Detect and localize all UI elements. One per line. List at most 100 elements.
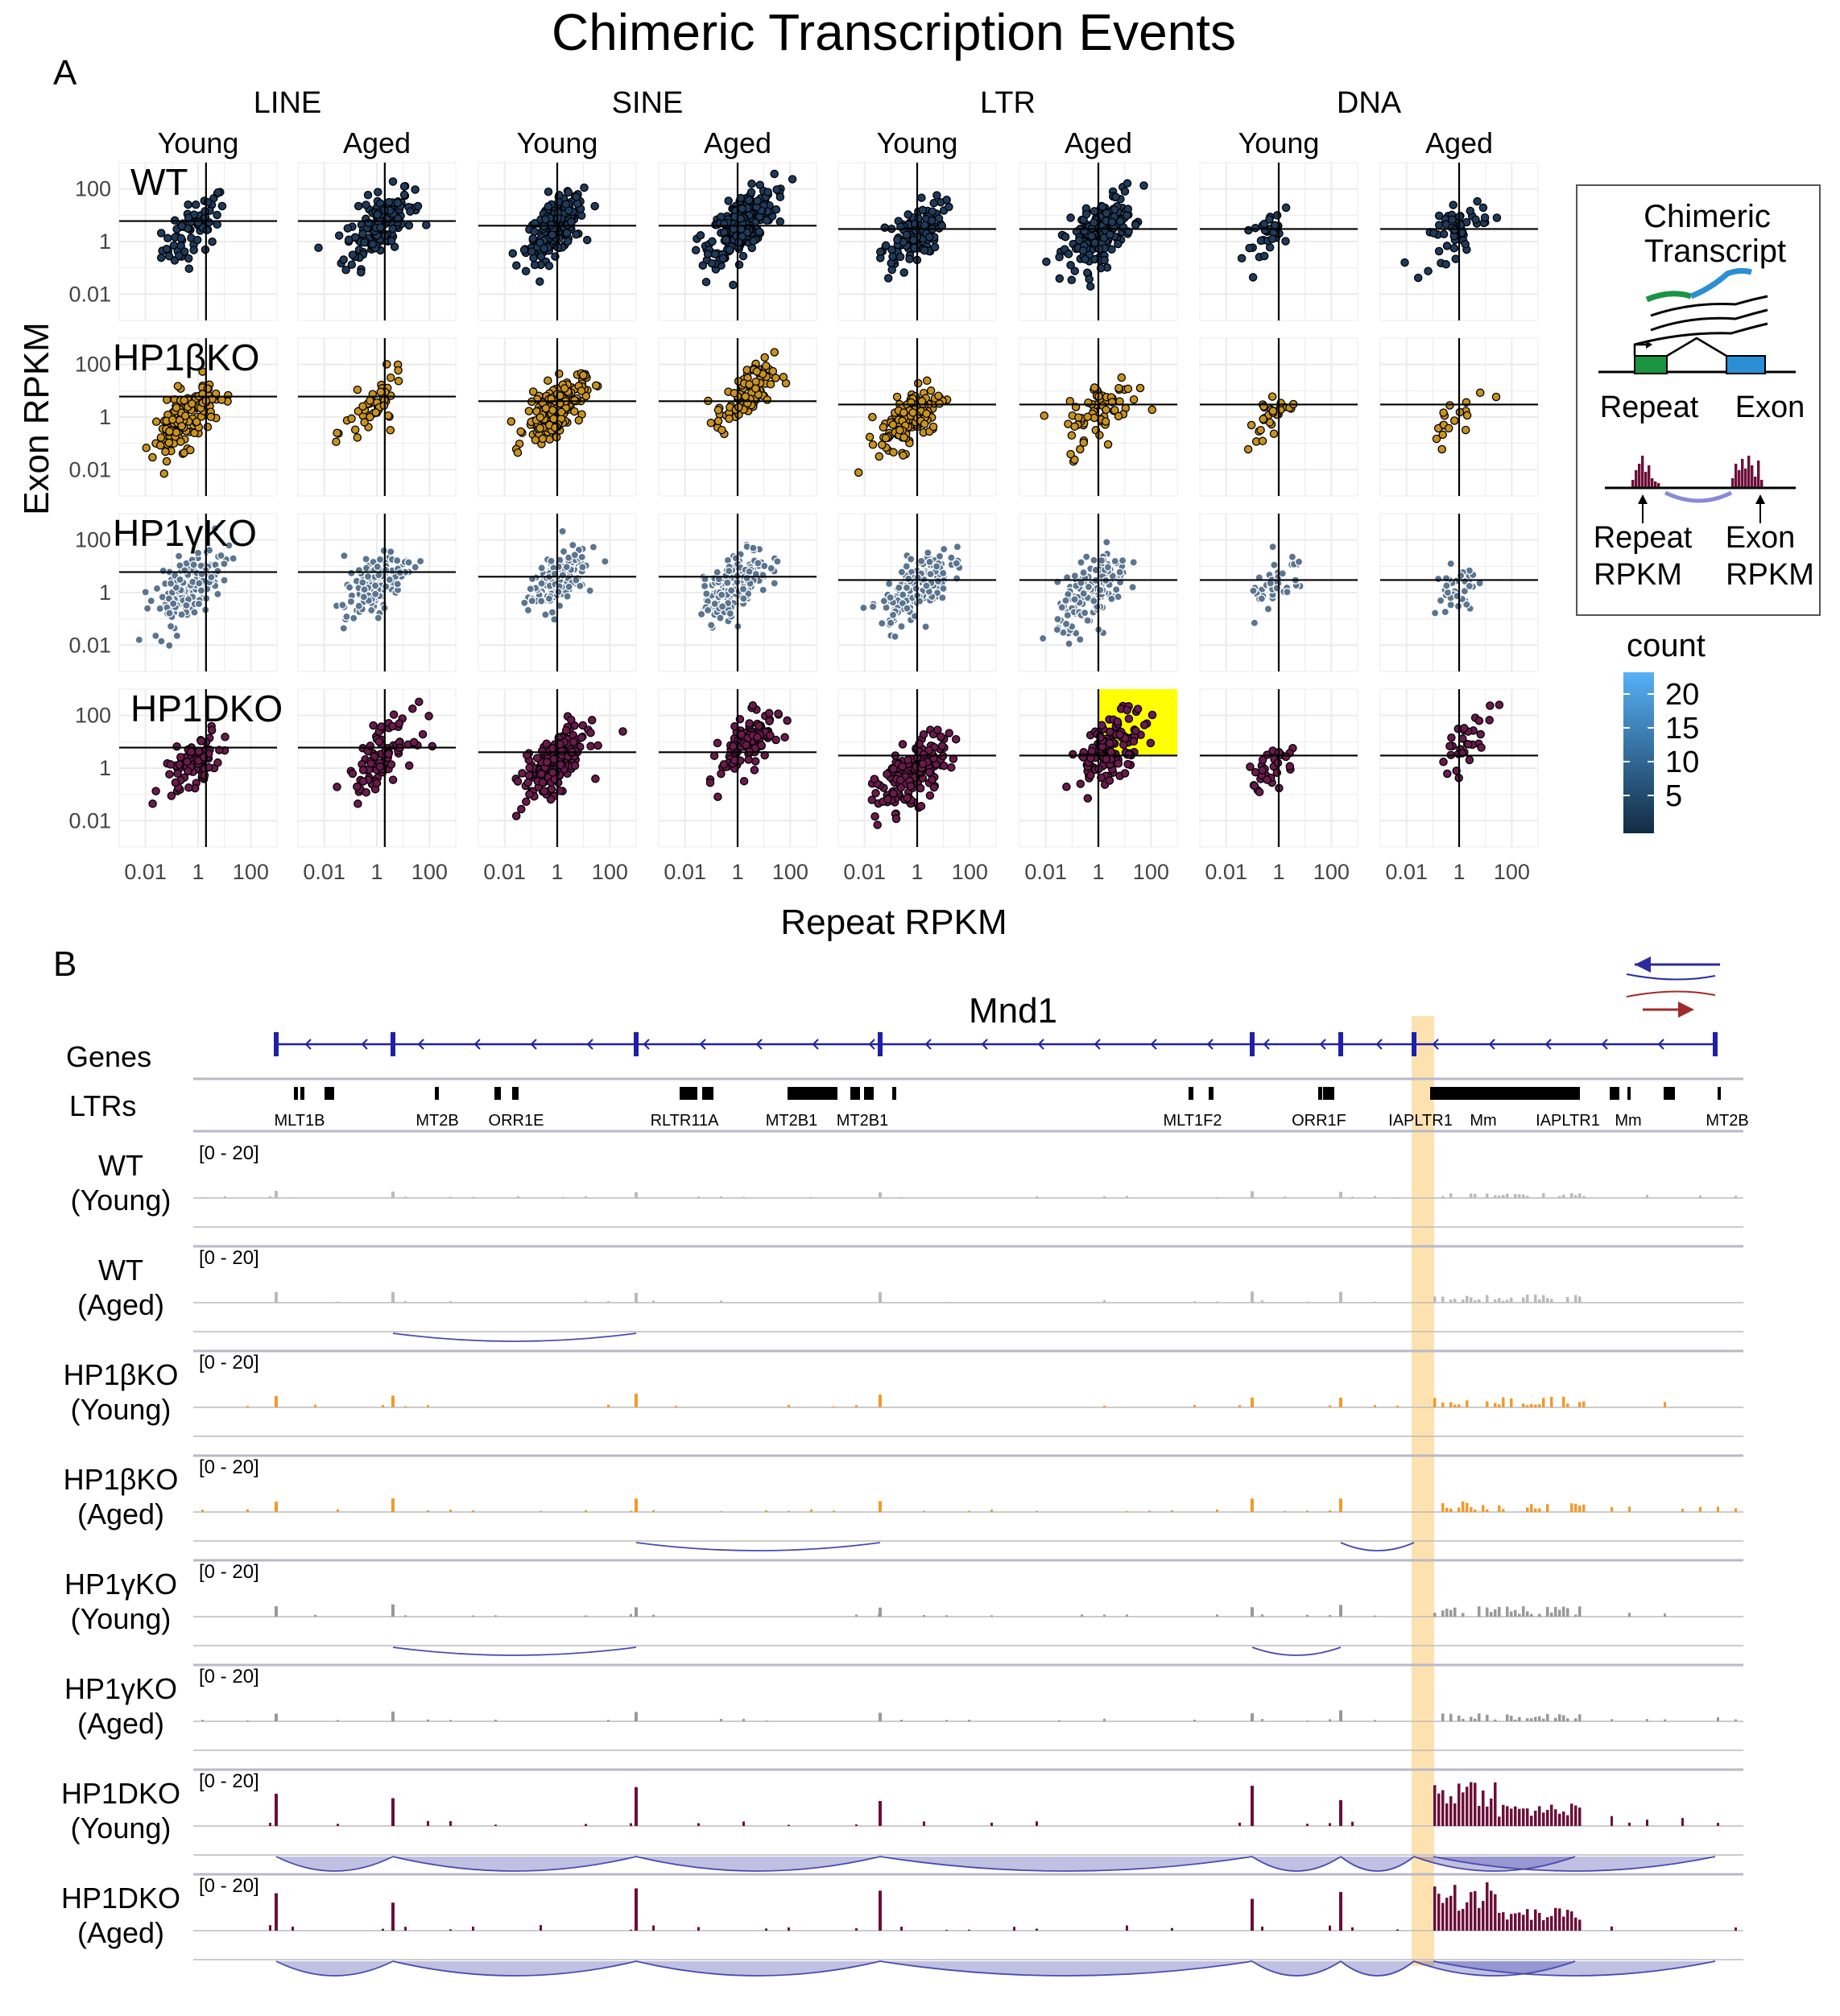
legend-colorbar [1623, 672, 1654, 833]
data-point [376, 387, 386, 397]
sense-arc [1626, 990, 1716, 998]
inset-exon-rpkm: Exon [1726, 521, 1796, 555]
data-point [167, 791, 176, 800]
track-sample-age: (Aged) [77, 1498, 164, 1531]
data-point [148, 452, 157, 462]
data-point [518, 769, 527, 778]
data-point [569, 540, 577, 550]
data-point [717, 425, 726, 435]
age-header: Aged [704, 126, 771, 159]
coverage-bar [1441, 1403, 1445, 1407]
data-point [386, 426, 395, 435]
data-point [358, 766, 368, 775]
data-point [182, 601, 191, 610]
data-point [537, 746, 547, 756]
data-point [895, 252, 905, 262]
y-tick-label: 0.01 [68, 633, 111, 657]
coverage-track-2: WT(Aged) [0 - 20] [77, 1247, 1743, 1353]
data-point [912, 226, 920, 235]
data-point [528, 233, 538, 243]
coverage-peak [1251, 1607, 1254, 1617]
data-point [176, 753, 185, 762]
data-point [1432, 434, 1441, 444]
data-point [413, 201, 423, 211]
data-point [762, 216, 771, 225]
data-point [532, 754, 542, 762]
data-point [919, 729, 928, 739]
coverage-bar [607, 1404, 610, 1407]
data-point [952, 574, 961, 583]
coverage-bar [1554, 1606, 1557, 1617]
data-point [1083, 412, 1092, 422]
panel-a-scatter-grid: LINE SINE LTR DNA Young Aged Young Aged Young Age… [17, 86, 1539, 942]
data-point [906, 782, 916, 791]
data-point [1084, 582, 1094, 592]
data-point [766, 731, 775, 740]
data-point [196, 586, 206, 595]
coverage-bar [1522, 1297, 1525, 1303]
genotype-label: HP1DKO [130, 688, 283, 729]
data-point [348, 769, 358, 779]
data-point [180, 411, 190, 420]
data-point [570, 551, 580, 560]
data-point [200, 770, 209, 780]
data-point [929, 198, 938, 208]
data-point [1446, 601, 1455, 609]
data-point [1466, 206, 1475, 216]
data-point [952, 559, 961, 568]
antisense-arrowhead [1635, 956, 1651, 973]
coverage-peak [391, 1395, 395, 1407]
coverage-bar [1462, 1718, 1465, 1721]
coverage-bar [855, 1405, 858, 1407]
data-point [535, 238, 544, 247]
data-point [561, 725, 571, 735]
facet-HP1γKO-DNA-Aged [1379, 513, 1539, 672]
data-point [1077, 558, 1085, 567]
data-point [747, 180, 756, 188]
coverage-bar [1486, 1509, 1489, 1512]
data-point [1465, 581, 1474, 591]
track-sample-age: (Young) [71, 1602, 172, 1635]
data-point [1449, 244, 1459, 253]
coverage-track-1: WT(Young) [0 - 20] [71, 1142, 1743, 1248]
data-point [1123, 705, 1131, 715]
data-point [878, 440, 887, 449]
coverage-bar [900, 1720, 903, 1721]
coverage-bar [1522, 1403, 1525, 1407]
data-point [1243, 444, 1253, 454]
data-point [897, 568, 907, 576]
coverage-bar [1458, 1404, 1461, 1407]
data-point [513, 448, 523, 457]
coverage-bar [1558, 1609, 1561, 1617]
coverage-bar [1126, 1510, 1128, 1512]
data-point [166, 579, 176, 588]
data-point [1444, 423, 1453, 433]
data-point [163, 233, 172, 243]
repeat-box [1634, 355, 1668, 374]
data-point [166, 622, 176, 631]
data-point [362, 555, 370, 564]
data-point [752, 367, 762, 376]
data-point [920, 221, 929, 229]
data-point [1255, 787, 1264, 797]
data-point [579, 370, 588, 380]
ltr-name: RLTR11A [651, 1112, 720, 1130]
track-scale: [0 - 20] [199, 1142, 259, 1164]
x-tick-label: 1 [551, 860, 563, 884]
data-point [577, 733, 586, 742]
data-point [1057, 603, 1067, 612]
coverage-track-5: HP1γKO(Young) [0 - 20] [64, 1561, 1743, 1667]
data-point [358, 777, 368, 786]
data-point [314, 243, 323, 252]
coverage-bar [1494, 1719, 1497, 1721]
data-point [875, 452, 884, 461]
data-point [755, 227, 764, 237]
data-point [865, 432, 875, 442]
coverage-bar [1449, 1299, 1453, 1303]
y-tick-label: 0.01 [68, 808, 111, 832]
data-point [889, 789, 898, 798]
data-point [386, 373, 395, 382]
data-point [889, 764, 898, 774]
coverage-bar [1751, 465, 1754, 488]
